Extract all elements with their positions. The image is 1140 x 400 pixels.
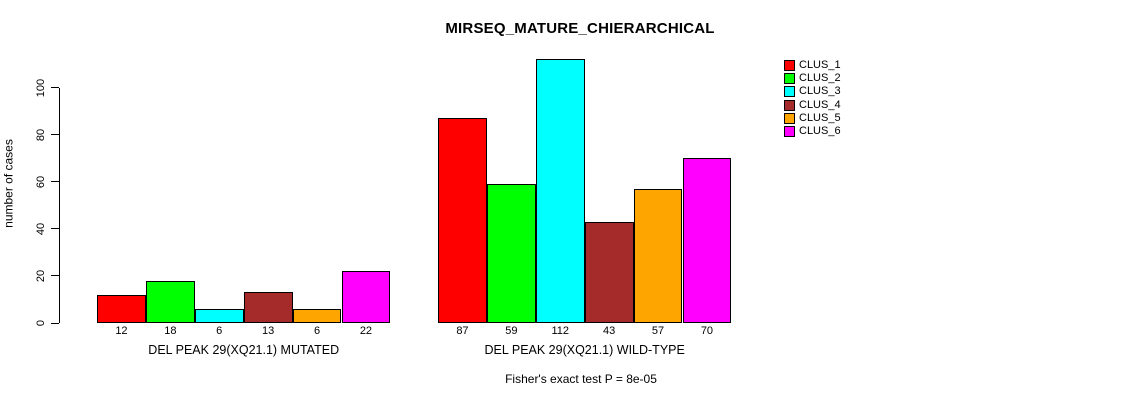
bar-clus_2 xyxy=(145,280,195,323)
legend-label: CLUS_3 xyxy=(799,85,841,98)
bar-value-label: 22 xyxy=(359,325,373,337)
y-axis-label: number of cases xyxy=(1,139,16,228)
legend-swatch-clus_5 xyxy=(784,112,795,124)
legend-swatch-clus_2 xyxy=(784,73,795,85)
legend-label: CLUS_6 xyxy=(799,125,841,138)
bar-clus_4 xyxy=(243,292,293,323)
bar-clus_3 xyxy=(535,59,585,323)
y-tick-label: 80 xyxy=(35,128,47,141)
bar-clus_1 xyxy=(438,118,487,323)
y-tick-label: 40 xyxy=(35,222,47,235)
legend-item: CLUS_6 xyxy=(784,125,841,138)
legend-item: CLUS_4 xyxy=(784,99,841,112)
y-tick xyxy=(51,134,59,136)
legend-swatch-clus_3 xyxy=(784,86,795,98)
bar-value-label: 18 xyxy=(164,325,177,337)
bar-value-label: 12 xyxy=(115,325,128,337)
legend-label: CLUS_1 xyxy=(799,59,841,72)
legend-item: CLUS_5 xyxy=(784,112,841,125)
legend-swatch-clus_6 xyxy=(784,126,795,138)
legend-item: CLUS_3 xyxy=(784,85,841,98)
bar-clus_4 xyxy=(584,221,634,323)
bar-value-label: 87 xyxy=(456,325,469,337)
legend-item: CLUS_1 xyxy=(784,59,841,72)
bar-value-label: 43 xyxy=(603,325,616,337)
bar-clus_2 xyxy=(486,184,536,323)
legend-item: CLUS_2 xyxy=(784,72,841,85)
y-tick xyxy=(51,228,59,230)
bar-clus_5 xyxy=(633,188,683,323)
y-tick-label: 0 xyxy=(35,319,47,327)
group-label: DEL PEAK 29(XQ21.1) WILD-TYPE xyxy=(484,343,685,357)
chart-title: MIRSEQ_MATURE_CHIERARCHICAL xyxy=(445,20,715,37)
y-tick-label: 100 xyxy=(35,78,47,97)
bar-clus_6 xyxy=(682,158,732,323)
bar-value-label: 57 xyxy=(651,325,665,337)
bar-clus_1 xyxy=(97,294,146,323)
bar-value-label: 70 xyxy=(700,325,714,337)
group-label: DEL PEAK 29(XQ21.1) MUTATED xyxy=(148,343,340,357)
legend-swatch-clus_4 xyxy=(784,99,795,111)
y-tick xyxy=(51,275,59,277)
bar-clus_5 xyxy=(292,308,342,323)
y-tick xyxy=(51,322,59,324)
legend: CLUS_1 CLUS_2 CLUS_3 CLUS_4 CLUS_5 CLUS_6 xyxy=(784,59,841,138)
y-tick-label: 20 xyxy=(35,269,47,283)
bar-value-label: 112 xyxy=(551,325,570,337)
legend-label: CLUS_5 xyxy=(799,111,841,124)
fisher-test-note: Fisher's exact test P = 8e-05 xyxy=(505,372,657,386)
legend-label: CLUS_2 xyxy=(799,72,841,85)
y-axis-line xyxy=(59,87,60,323)
bar-value-label: 59 xyxy=(505,325,518,337)
bar-clus_3 xyxy=(194,308,244,323)
bar-value-label: 13 xyxy=(262,325,275,337)
bar-clus_6 xyxy=(341,271,391,323)
bar-value-label: 6 xyxy=(313,325,321,337)
bar-value-label: 6 xyxy=(216,325,223,337)
legend-label: CLUS_4 xyxy=(799,98,841,111)
y-tick xyxy=(51,181,59,183)
legend-swatch-clus_1 xyxy=(784,60,795,72)
y-tick-label: 60 xyxy=(35,175,47,188)
y-tick xyxy=(51,87,59,89)
